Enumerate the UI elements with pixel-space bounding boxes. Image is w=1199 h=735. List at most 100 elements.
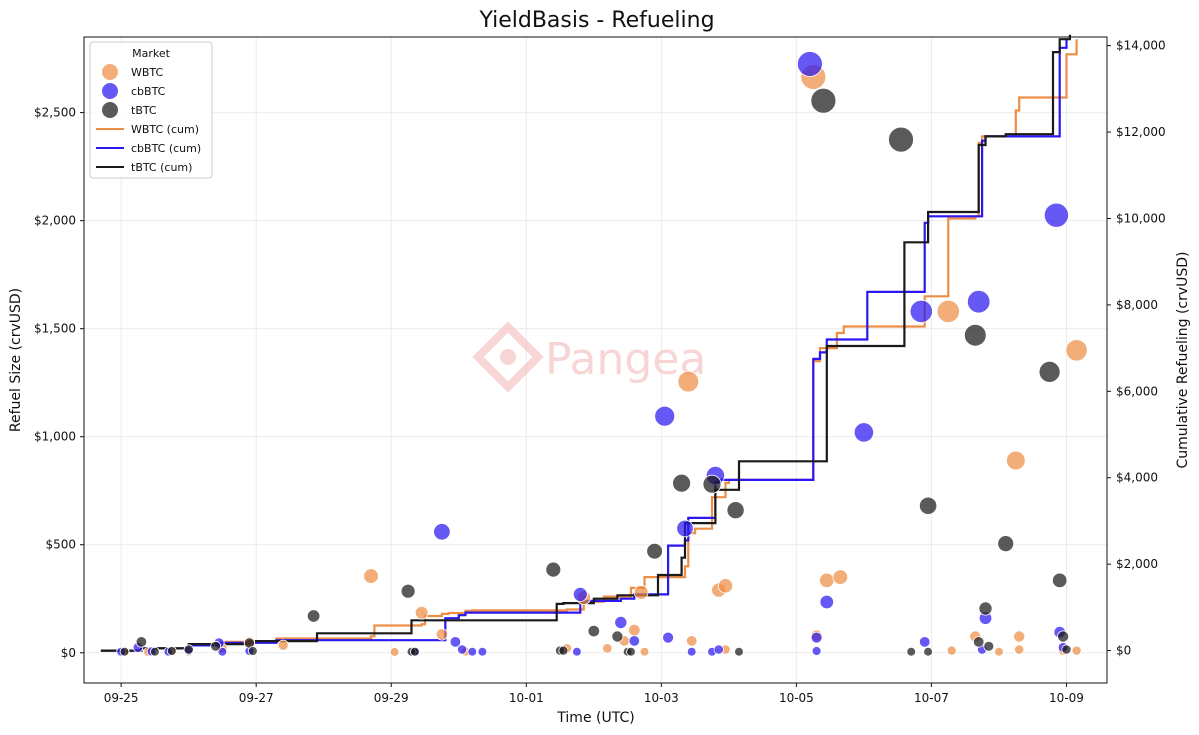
- point-wbtc: [1013, 630, 1026, 643]
- point-cbbtc: [614, 616, 628, 630]
- point-tbtc: [150, 646, 160, 657]
- point-cbbtc: [477, 646, 488, 657]
- y2-tick-label: $4,000: [1116, 471, 1158, 485]
- y2-tick-label: $10,000: [1116, 211, 1166, 225]
- point-tbtc: [997, 535, 1015, 552]
- point-cbbtc: [572, 587, 588, 602]
- point-cbbtc: [662, 631, 674, 644]
- point-cbbtc: [654, 405, 676, 427]
- legend-title: Market: [132, 47, 170, 60]
- y2-tick-label: $12,000: [1116, 125, 1166, 139]
- point-tbtc: [734, 646, 744, 657]
- point-wbtc: [628, 623, 641, 637]
- point-wbtc: [936, 299, 960, 323]
- watermark: Pangea: [472, 321, 706, 393]
- point-tbtc: [306, 609, 321, 623]
- point-tbtc: [247, 646, 258, 656]
- y-axis-label: Refuel Size (crvUSD): [8, 288, 24, 432]
- legend-box: [89, 41, 213, 179]
- point-tbtc: [983, 640, 995, 652]
- legend-label: WBTC: [131, 66, 163, 79]
- y-tick-label: $500: [45, 538, 76, 552]
- point-tbtc: [1057, 630, 1070, 643]
- point-wbtc: [1071, 645, 1082, 656]
- x-tick-label: 10-01: [509, 691, 544, 705]
- point-tbtc: [135, 636, 148, 648]
- cumulative-line-cbbtc: [100, 39, 1068, 652]
- y-axis-right: $0 $2,000 $4,000 $6,000 $8,000 $10,000 $12,000…: [1107, 39, 1166, 658]
- point-tbtc: [978, 601, 993, 616]
- point-tbtc: [963, 323, 987, 347]
- x-tick-label: 09-27: [239, 691, 274, 705]
- point-cbbtc: [433, 523, 451, 541]
- x-tick-label: 10-05: [779, 691, 814, 705]
- point-cbbtc: [919, 636, 931, 648]
- point-tbtc: [410, 646, 420, 657]
- x-tick-label: 10-03: [644, 691, 679, 705]
- point-wbtc: [832, 569, 849, 585]
- point-tbtc: [726, 501, 745, 520]
- point-wbtc: [633, 584, 649, 600]
- x-tick-label: 09-25: [104, 691, 139, 705]
- pangea-logo-icon: [472, 321, 544, 393]
- legend-label: cbBTC: [131, 85, 166, 98]
- point-tbtc: [973, 636, 985, 648]
- point-tbtc: [210, 640, 222, 652]
- point-tbtc: [923, 646, 933, 657]
- y-tick-label: $2,500: [34, 106, 76, 120]
- y2-tick-label: $2,000: [1116, 557, 1158, 571]
- legend: Market WBTC cbBTC tBTC WBTC (cum) cbBTC (cum…: [89, 41, 213, 179]
- point-wbtc: [602, 643, 613, 654]
- point-tbtc: [400, 583, 416, 599]
- y-tick-label: $0: [61, 646, 76, 660]
- point-cbbtc: [1043, 202, 1069, 228]
- point-tbtc: [1038, 360, 1061, 383]
- point-cbbtc: [676, 519, 694, 538]
- legend-label: WBTC (cum): [131, 123, 199, 136]
- point-tbtc: [702, 474, 722, 494]
- point-tbtc: [119, 646, 130, 657]
- point-wbtc: [1065, 339, 1088, 362]
- point-tbtc: [810, 87, 837, 114]
- x-tick-label: 10-07: [914, 691, 949, 705]
- point-wbtc: [717, 578, 734, 594]
- legend-marker-wbtc: [102, 64, 118, 80]
- point-wbtc: [1005, 450, 1026, 471]
- y2-tick-label: $14,000: [1116, 39, 1166, 53]
- point-cbbtc: [467, 646, 478, 657]
- y-tick-label: $1,000: [34, 430, 76, 444]
- point-cbbtc: [797, 51, 823, 77]
- plot-frame: [83, 36, 1108, 684]
- point-cbbtc: [449, 636, 462, 648]
- point-wbtc: [435, 628, 448, 641]
- x-axis: 09-25 09-27 09-29 10-01 10-03 10-05 10-07 10-09: [104, 683, 1084, 705]
- point-cbbtc: [713, 644, 724, 655]
- legend-label: tBTC (cum): [131, 161, 192, 174]
- point-tbtc: [166, 646, 177, 656]
- point-tbtc: [918, 496, 938, 515]
- legend-marker-cbbtc: [102, 83, 118, 99]
- point-wbtc: [677, 370, 700, 393]
- y-tick-label: $1,500: [34, 322, 76, 336]
- chart-title: YieldBasis - Refueling: [478, 8, 714, 33]
- point-cbbtc: [819, 594, 835, 610]
- point-cbbtc: [686, 646, 697, 657]
- x-axis-label: Time (UTC): [556, 710, 634, 726]
- point-cbbtc: [456, 644, 468, 655]
- point-wbtc: [414, 605, 429, 620]
- y-tick-label: $2,000: [34, 214, 76, 228]
- point-tbtc: [611, 630, 624, 643]
- point-tbtc: [888, 126, 914, 153]
- x-tick-label: 09-29: [374, 691, 409, 705]
- point-tbtc: [587, 624, 601, 638]
- y2-axis-label: Cumulative Refueling (crvUSD): [1175, 251, 1191, 468]
- legend-label: cbBTC (cum): [131, 142, 201, 155]
- point-wbtc: [946, 645, 957, 656]
- point-cbbtc: [967, 290, 991, 314]
- point-cbbtc: [811, 646, 822, 656]
- point-wbtc: [639, 646, 650, 657]
- point-wbtc: [819, 572, 835, 589]
- point-wbtc: [994, 646, 1004, 657]
- point-cbbtc: [628, 635, 641, 647]
